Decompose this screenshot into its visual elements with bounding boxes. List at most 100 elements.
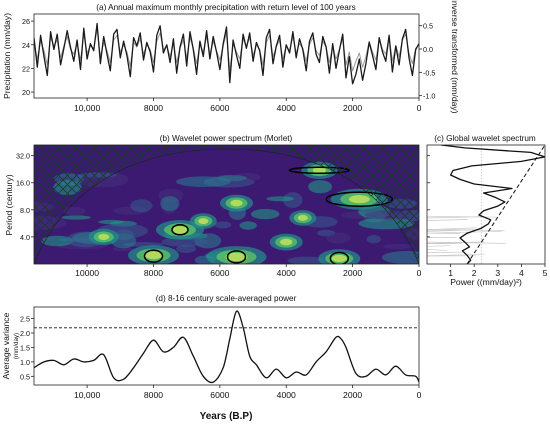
panel-a-title: (a) Annual maximum monthly precipitation…	[96, 3, 355, 12]
panel-c-x-tick-label: 1	[448, 268, 453, 278]
panel-a-time-series: 10,000 8000 6000 4000 2000 0 20 22 24 26 -1.0 -0.5 0…	[2, 0, 460, 114]
panel-d-x-tick-label: 10,000	[74, 390, 101, 400]
panel-a-x-tick-label: 8000	[144, 103, 163, 113]
global-wavelet-spectrum-line	[441, 145, 545, 264]
wavelet-power-texture	[383, 243, 414, 249]
significance-contour	[226, 250, 247, 264]
panel-b-y-tick-label: 8.0	[20, 206, 30, 215]
panel-d-y-axis-unit: (mm/day)	[13, 333, 20, 359]
wavelet-power-texture	[239, 221, 257, 230]
panel-b-x-tick-label: 6000	[210, 268, 229, 278]
wavelet-power-texture	[160, 196, 180, 212]
panel-d-y-tick-label: 0.5	[20, 372, 30, 381]
panel-c-x-tick-label: 3	[495, 268, 500, 278]
wavelet-power-texture	[308, 180, 332, 194]
panel-b-frame	[33, 144, 420, 265]
global-spectrum-reference-line	[427, 248, 448, 252]
panel-d-y-tick-label: 1.5	[20, 343, 30, 352]
panel-a-y2-tick-label: -1.0	[423, 92, 435, 101]
wavelet-power-texture	[214, 221, 232, 229]
panel-c-x-tick-label: 5	[543, 268, 548, 278]
panel-a-y2-tick-label: -0.5	[423, 68, 435, 77]
wavelet-power-peak	[98, 233, 110, 240]
panel-b-x-tick-label: 10000	[75, 268, 99, 278]
wavelet-power-texture	[161, 236, 208, 247]
wavelet-power-texture	[326, 232, 351, 244]
wavelet-power-texture	[98, 219, 124, 225]
global-spectrum-reference-line	[427, 216, 483, 219]
panel-d-x-tick-label: 2000	[343, 390, 362, 400]
wavelet-power-texture	[381, 251, 419, 264]
wavelet-power-texture	[176, 244, 197, 253]
wavelet-power-texture	[366, 235, 381, 244]
scale-averaged-power-line	[34, 310, 419, 384]
wavelet-power-texture	[283, 192, 303, 208]
panel-b-x-tick-label: 4000	[277, 268, 296, 278]
panel-c-title: (c) Global wavelet spectrum	[434, 134, 536, 143]
panel-d-y-tick-label: 1.0	[20, 358, 30, 367]
wavelet-power-peak	[280, 238, 293, 246]
significance-contour	[329, 251, 350, 264]
wavelet-power-texture	[60, 215, 92, 220]
panel-a-x-tick-label: 6000	[210, 103, 229, 113]
wavelet-power-texture	[176, 176, 231, 187]
panel-b-y-axis-label: Period (century)	[4, 174, 14, 235]
panel-c-x-axis-label: Power ((mm/day)²)	[450, 277, 522, 287]
cone-of-influence-edge	[34, 148, 419, 264]
panel-d-scale-averaged-power: 10,000 8000 6000 4000 2000 0 0.5 1.0 1.5 2.0 2.5 A…	[1, 306, 422, 422]
wavelet-power-texture	[130, 199, 153, 213]
panel-c-x-tick-label: 2	[472, 268, 477, 278]
panel-b-x-tick-label: 2000	[343, 268, 362, 278]
wavelet-power-peak	[348, 195, 370, 204]
global-spectrum-reference-line	[427, 230, 502, 234]
wavelet-power-texture	[250, 208, 280, 220]
wavelet-power-texture	[266, 196, 294, 202]
wavelet-power-peak	[230, 199, 243, 207]
panel-a-y-tick-label: 22	[22, 64, 30, 73]
wavelet-power-peak	[198, 218, 209, 225]
cone-of-influence	[34, 145, 419, 264]
panel-b-x-tick-label: 0	[417, 268, 422, 278]
global-spectrum-reference-line	[427, 241, 484, 244]
panel-b-title: (b) Wavelet power spectrum (Morlet)	[160, 134, 293, 143]
global-spectrum-reference-line	[427, 215, 498, 218]
panel-d-x-tick-label: 6000	[210, 390, 229, 400]
panel-c-frame	[426, 144, 546, 265]
panel-a-left-axis-label: Precipitation (mm/day)	[2, 13, 12, 99]
global-spectrum-reference-line	[427, 229, 470, 232]
panel-a-y-tick-label: 24	[22, 41, 30, 50]
wavelet-power-texture	[63, 206, 86, 216]
panel-a-y-tick-label: 26	[22, 17, 30, 26]
panel-b-wavelet-spectrum: 10000 8000 6000 4000 2000 0 4.0 8.0 16.0 32.0 Per…	[4, 144, 422, 278]
panel-a-x-tick-label: 10,000	[74, 103, 101, 113]
panel-b-y-tick-label: 4.0	[20, 233, 30, 242]
panel-a-y2-tick-label: 0.0	[423, 45, 433, 54]
wavelet-power-peak	[297, 214, 308, 221]
global-spectrum-reference-line	[427, 253, 485, 257]
panel-d-x-axis-label: Years (B.P)	[200, 411, 253, 422]
panel-a-x-tick-label: 4000	[277, 103, 296, 113]
wavelet-power-texture	[217, 175, 247, 182]
panel-a-y2-tick-label: 0.5	[423, 22, 433, 31]
panel-d-title: (d) 8-16 century scale-averaged power	[156, 294, 297, 303]
panel-a-frame	[33, 13, 420, 99]
panel-b-y-tick-label: 16.0	[16, 179, 30, 188]
precipitation-series-line	[34, 22, 419, 85]
panel-a-x-tick-label: 2000	[343, 103, 362, 113]
significance-contour	[143, 249, 164, 263]
panel-d-frame	[33, 306, 420, 386]
significance-contour	[171, 224, 189, 236]
panel-c-x-tick-label: 4	[519, 268, 524, 278]
panel-d-y-tick-label: 2.5	[20, 315, 30, 324]
wavelet-power-peak	[171, 226, 189, 234]
panel-d-x-tick-label: 0	[417, 390, 422, 400]
wavelet-power-texture	[370, 222, 387, 229]
panel-d-x-tick-label: 4000	[277, 390, 296, 400]
global-spectrum-reference-line	[427, 219, 468, 221]
wavelet-power-texture	[287, 256, 327, 264]
panel-a-y-tick-label: 20	[22, 88, 30, 97]
panel-b-y-tick-label: 32.0	[16, 152, 30, 161]
wavelet-power-peak	[312, 166, 326, 174]
global-spectrum-significance-line	[466, 145, 545, 264]
